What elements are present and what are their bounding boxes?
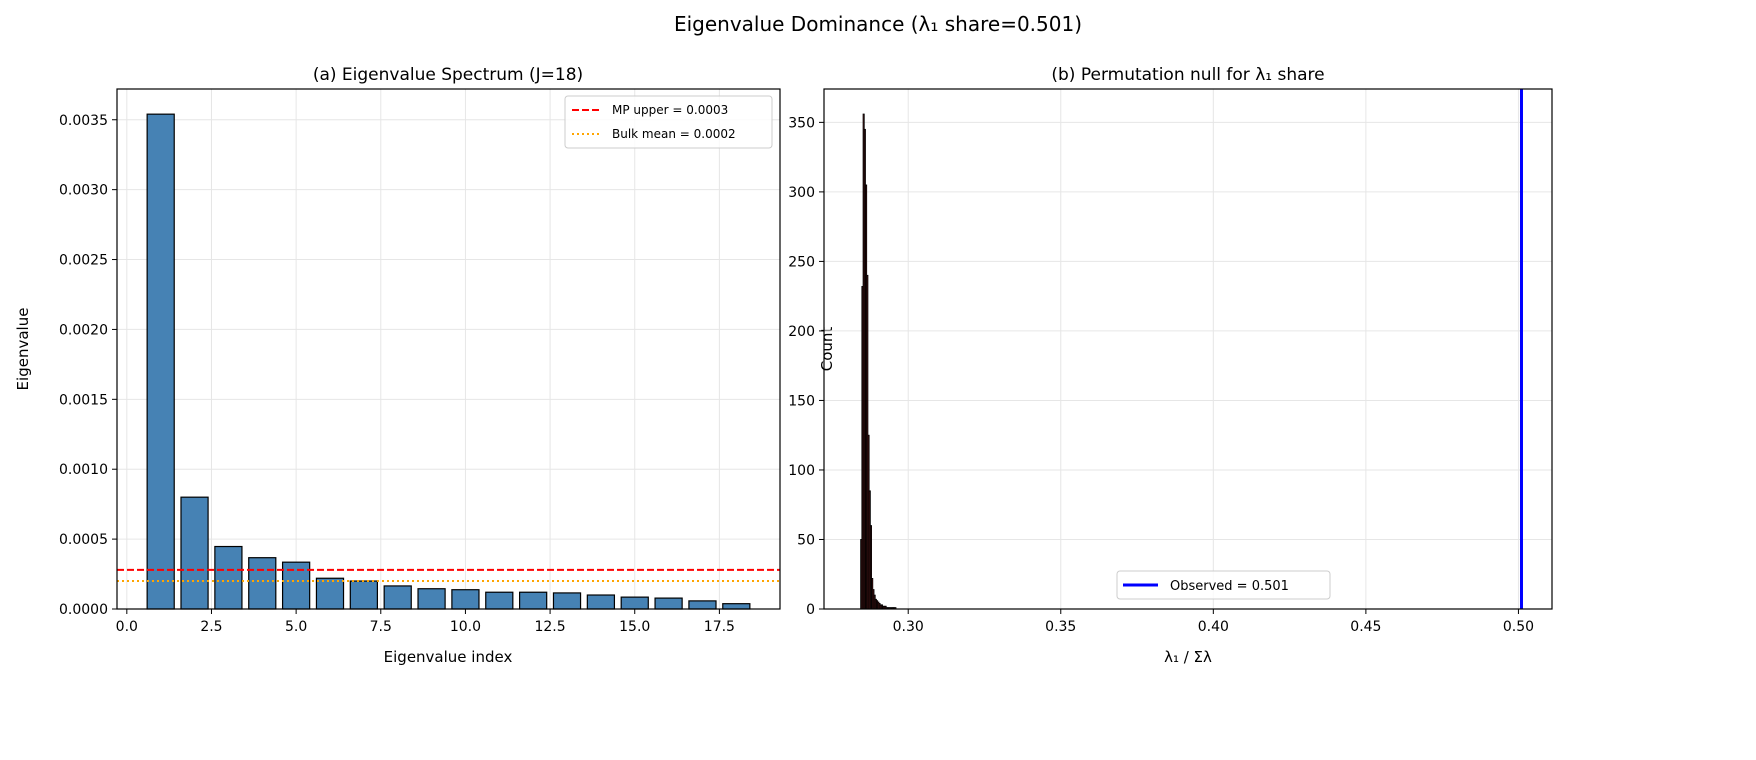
y-tick-label: 0.0005	[59, 532, 108, 548]
eigenvalue-bar-17	[688, 600, 717, 610]
x-tick-label: 5.0	[285, 619, 307, 635]
panel-b-title: (b) Permutation null for λ₁ share	[1051, 65, 1324, 85]
y-tick-label: 0.0020	[59, 322, 108, 338]
panel-b-ylabel: Count	[818, 327, 836, 372]
panel-a-frame	[116, 88, 781, 610]
eigenvalue-bar-4	[248, 557, 277, 610]
x-tick-label: 10.0	[450, 619, 481, 635]
eigenvalue-bar-7	[349, 580, 378, 610]
eigenvalue-bar-1	[146, 113, 175, 610]
panel-b-frame	[823, 88, 1553, 610]
eigenvalue-bar-10	[451, 589, 480, 610]
panel-b-legend: Observed = 0.501	[1116, 570, 1331, 600]
panel-a: (a) Eigenvalue Spectrum (J=18) Eigenvalu…	[14, 65, 781, 666]
y-tick-label: 200	[788, 324, 815, 340]
y-tick-label: 0.0010	[59, 462, 108, 478]
x-tick-label: 2.5	[200, 619, 222, 635]
x-tick-label: 0.40	[1198, 619, 1229, 635]
y-tick-label: 250	[788, 254, 815, 270]
x-tick-label: 0.30	[893, 619, 924, 635]
x-tick-label: 0.50	[1503, 619, 1534, 635]
y-tick-label: 0.0015	[59, 392, 108, 408]
y-tick-label: 0	[806, 602, 815, 618]
eigenvalue-bar-2	[180, 496, 209, 610]
y-tick-label: 0.0025	[59, 253, 108, 269]
eigenvalue-bar-13	[552, 592, 582, 610]
legend-observed: Observed = 0.501	[1170, 579, 1289, 594]
eigenvalue-bar-3	[214, 545, 243, 610]
eigenvalue-bar-9	[417, 588, 446, 610]
eigenvalue-bar-18	[722, 603, 751, 610]
y-tick-label: 0.0000	[59, 602, 108, 618]
legend-mp-upper: MP upper = 0.0003	[612, 103, 728, 117]
panel-a-title: (a) Eigenvalue Spectrum (J=18)	[313, 65, 583, 85]
y-tick-label: 300	[788, 185, 815, 201]
eigenvalue-bar-16	[654, 597, 683, 610]
y-tick-label: 0.0035	[59, 113, 108, 129]
panel-a-legend: MP upper = 0.0003 Bulk mean = 0.0002	[564, 95, 773, 149]
y-tick-label: 100	[788, 463, 815, 479]
y-tick-label: 0.0030	[59, 183, 108, 199]
eigenvalue-bar-12	[519, 591, 548, 610]
eigenvalue-bar-14	[586, 594, 616, 610]
panel-b: (b) Permutation null for λ₁ share λ₁ / Σ…	[788, 65, 1553, 666]
eigenvalue-bar-8	[383, 585, 412, 610]
x-tick-label: 0.35	[1045, 619, 1076, 635]
x-tick-label: 15.0	[619, 619, 650, 635]
y-tick-label: 50	[797, 532, 815, 548]
x-tick-label: 17.5	[704, 619, 735, 635]
eigenvalue-bar-6	[315, 577, 345, 610]
y-tick-label: 150	[788, 393, 815, 409]
eigenvalue-bar-15	[620, 596, 649, 610]
panel-b-xlabel: λ₁ / Σλ	[1164, 648, 1212, 666]
panel-a-ylabel: Eigenvalue	[14, 308, 32, 391]
panel-a-xlabel: Eigenvalue index	[384, 648, 513, 666]
x-tick-label: 0.45	[1350, 619, 1381, 635]
x-tick-label: 12.5	[534, 619, 565, 635]
eigenvalue-bar-5	[281, 561, 311, 610]
legend-bulk-mean: Bulk mean = 0.0002	[612, 127, 736, 141]
eigenvalue-bar-11	[485, 591, 514, 610]
y-tick-label: 350	[788, 115, 815, 131]
suptitle: Eigenvalue Dominance (λ₁ share=0.501)	[674, 12, 1082, 36]
x-tick-label: 7.5	[370, 619, 392, 635]
x-tick-label: 0.0	[116, 619, 138, 635]
